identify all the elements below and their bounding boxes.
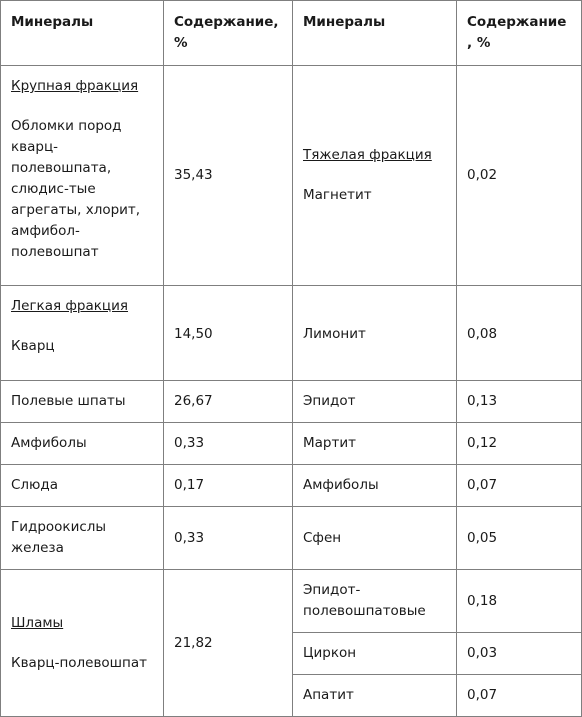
table-row: Полевые шпаты 26,67 Эпидот 0,13 — [0, 380, 582, 423]
header-row: Минералы Содержание,% Минералы Содержани… — [0, 0, 582, 66]
zircon-label: Циркон — [292, 632, 457, 675]
table-row: Апатит 0,07 — [1, 674, 582, 717]
table-row: Шламы Кварц-полевошпат 21,82 Эпидот-поле… — [0, 569, 582, 717]
amphibole-value: 0,33 — [163, 422, 293, 465]
apatite-value: 0,07 — [456, 674, 582, 717]
sphene-value: 0,05 — [456, 506, 582, 570]
martite-label: Мартит — [292, 422, 457, 465]
epidote-feldspar-label: Эпидот-полевошпатовые — [292, 569, 457, 633]
slime-value: 21,82 — [163, 569, 293, 717]
heavy-fraction-cell: Тяжелая фракция Магнетит — [292, 65, 457, 286]
quartz-value: 14,50 — [163, 285, 293, 381]
mica-value: 0,17 — [163, 464, 293, 507]
amphiboles-label: Амфиболы — [292, 464, 457, 507]
sphene-label: Сфен — [292, 506, 457, 570]
magnetite-label: Магнетит — [303, 187, 372, 203]
epidote-label: Эпидот — [292, 380, 457, 423]
coarse-fraction-item: Обломки пород кварц-полевошпата, слюдис-… — [11, 118, 141, 260]
slime-cell: Шламы Кварц-полевошпат — [0, 569, 164, 717]
magnetite-value: 0,02 — [456, 65, 582, 286]
coarse-fraction-value: 35,43 — [163, 65, 293, 286]
header-content-left: Содержание,% — [163, 0, 293, 66]
heavy-fraction-title: Тяжелая фракция — [303, 147, 432, 163]
mica-label: Слюда — [0, 464, 164, 507]
table-row: Легкая фракция Кварц 14,50 Лимонит 0,08 — [0, 285, 582, 381]
iron-hydroxide-label: Гидроокислы железа — [0, 506, 164, 570]
header-minerals-right: Минералы — [292, 0, 457, 66]
feldspar-label: Полевые шпаты — [0, 380, 164, 423]
epidote-value: 0,13 — [456, 380, 582, 423]
table-row: Крупная фракция Обломки пород кварц-поле… — [0, 65, 582, 286]
coarse-fraction-cell: Крупная фракция Обломки пород кварц-поле… — [0, 65, 164, 286]
quartz-label: Кварц — [11, 338, 55, 354]
table-row: Циркон 0,03 — [1, 632, 582, 675]
header-content-right: Содержание, % — [456, 0, 582, 66]
iron-hydroxide-value: 0,33 — [163, 506, 293, 570]
coarse-fraction-title: Крупная фракция — [11, 78, 139, 94]
amphiboles-value: 0,07 — [456, 464, 582, 507]
light-fraction-cell: Легкая фракция Кварц — [0, 285, 164, 381]
light-fraction-title: Легкая фракция — [11, 298, 129, 314]
epidote-feldspar-value: 0,18 — [456, 569, 582, 633]
apatite-label: Апатит — [292, 674, 457, 717]
table-row: Гидроокислы железа 0,33 Сфен 0,05 — [0, 506, 582, 570]
slime-title: Шламы — [11, 614, 64, 631]
limonite-value: 0,08 — [456, 285, 582, 381]
zircon-value: 0,03 — [456, 632, 582, 675]
header-minerals-left: Минералы — [0, 0, 164, 66]
feldspar-value: 26,67 — [163, 380, 293, 423]
limonite-label: Лимонит — [292, 285, 457, 381]
slime-item: Кварц-полевошпат — [11, 654, 147, 671]
table-row: Слюда 0,17 Амфиболы 0,07 — [0, 464, 582, 507]
amphibole-label: Амфиболы — [0, 422, 164, 465]
table-row: Амфиболы 0,33 Мартит 0,12 — [0, 422, 582, 465]
martite-value: 0,12 — [456, 422, 582, 465]
